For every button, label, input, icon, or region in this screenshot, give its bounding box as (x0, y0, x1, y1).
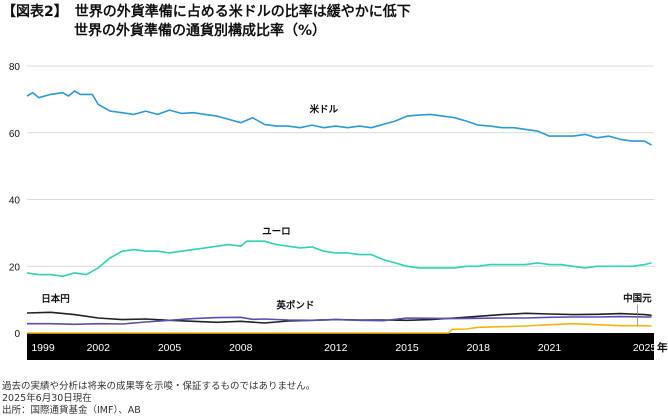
series-line-ユーロ (26, 240, 652, 278)
x-tick-label: 2012 (324, 342, 348, 354)
y-tick-label: 20 (9, 262, 21, 273)
x-tick-label: 2025 (633, 342, 657, 354)
series-label: 日本円 (41, 293, 70, 305)
x-tick-label: 2015 (395, 342, 419, 354)
x-tick-label: 2002 (87, 342, 111, 354)
series-label: 米ドル (309, 104, 339, 116)
series-label: ユーロ (262, 227, 291, 238)
y-tick-label: 60 (9, 129, 21, 140)
series-line-中国元 (27, 322, 652, 334)
series-label: 英ポンド (276, 300, 314, 312)
x-tick-label: 2008 (229, 342, 253, 354)
disclaimer: 過去の実績や分析は将来の成果等を示唆・保証するものではありません。 (2, 381, 316, 392)
x-axis-unit: 年 (657, 341, 668, 354)
y-tick-label: 0 (14, 329, 20, 340)
x-tick-label: 2005 (158, 342, 182, 354)
series-line-米ドル (26, 90, 652, 146)
y-tick-label: 40 (9, 196, 21, 207)
x-axis-band (27, 333, 654, 360)
x-tick-label: 2021 (538, 342, 562, 354)
y-tick-label: 80 (9, 62, 21, 73)
chart-title: 【図表2】 世界の外貨準備に占める米ドルの比率は緩やかに低下 (2, 4, 411, 20)
series-label: 中国元 (623, 292, 652, 304)
as-of-date: 2025年6月30日現在 (2, 393, 92, 404)
series-line-英ポンド (27, 315, 652, 326)
x-tick-label: 1999 (31, 342, 55, 354)
chart-subtitle: 世界の外貨準備の通貨別構成比率（%） (74, 23, 327, 39)
x-tick-label: 2018 (467, 342, 491, 354)
source: 出所：国際通貨基金（IMF）、AB (2, 405, 141, 416)
